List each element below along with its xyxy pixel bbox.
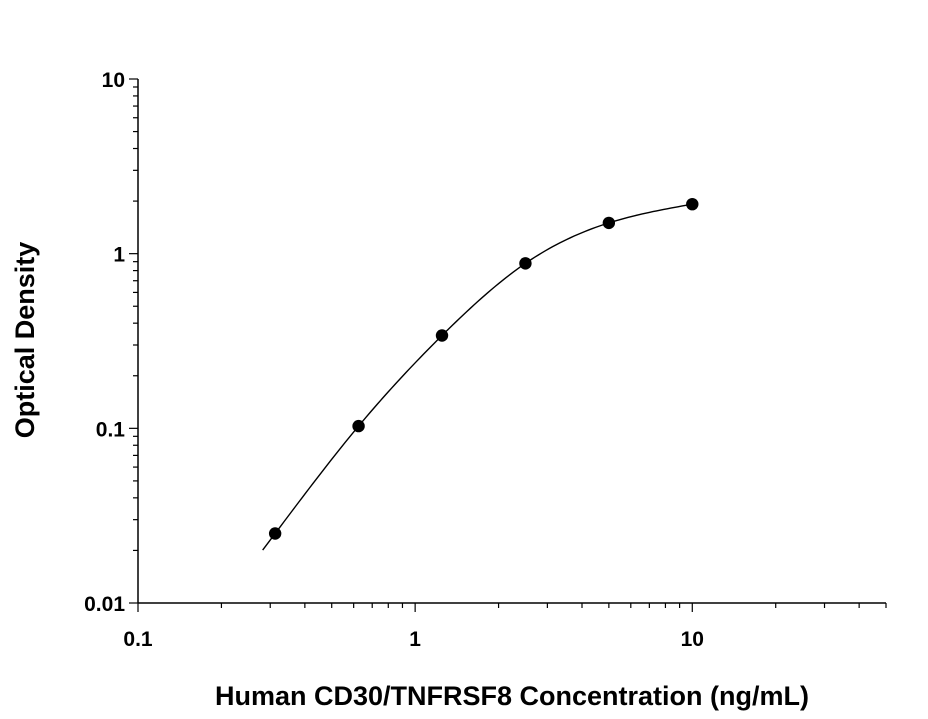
data-point xyxy=(268,527,282,540)
x-tick-label: 1 xyxy=(409,628,421,651)
y-axis-label: Optical Density xyxy=(10,242,40,439)
y-tick-label: 1 xyxy=(113,244,125,267)
y-tick-label: 0.1 xyxy=(96,418,126,441)
data-point xyxy=(519,257,532,270)
y-tick-label: 0.01 xyxy=(84,593,125,616)
data-point xyxy=(352,419,365,433)
fit-curve xyxy=(262,203,693,551)
x-axis-label: Human CD30/TNFRSF8 Concentration (ng/mL) xyxy=(215,681,809,711)
data-point xyxy=(435,329,449,342)
ticks xyxy=(129,78,887,612)
axes xyxy=(137,79,886,604)
x-tick-label: 0.1 xyxy=(123,628,153,651)
data-point xyxy=(686,197,699,211)
data-points xyxy=(268,197,699,540)
tick-labels: 0.01 0.1 1 10 0.1 1 10 xyxy=(84,69,704,651)
y-tick-label: 10 xyxy=(102,69,125,92)
x-tick-label: 10 xyxy=(681,628,704,651)
data-point xyxy=(602,216,616,230)
